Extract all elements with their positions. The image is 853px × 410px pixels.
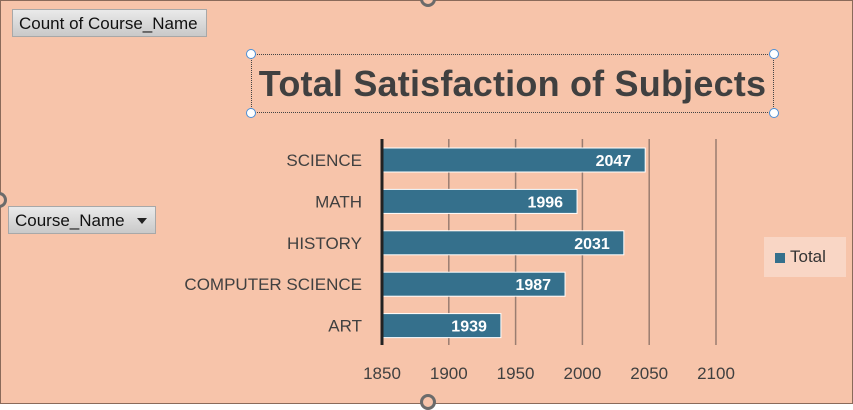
legend-swatch-total xyxy=(775,253,785,263)
axis-field-filter-button[interactable]: Course_Name xyxy=(8,206,156,234)
bar[interactable] xyxy=(381,230,625,256)
legend[interactable]: Total xyxy=(764,237,846,277)
x-tick-label: 2050 xyxy=(630,364,668,383)
title-resize-handle-top-right[interactable] xyxy=(769,49,779,59)
x-tick-label: 2100 xyxy=(697,364,735,383)
category-label: ART xyxy=(328,317,362,336)
data-label: 1939 xyxy=(451,319,487,336)
data-label: 2031 xyxy=(574,236,610,253)
chart-title-box[interactable]: Total Satisfaction of Subjects xyxy=(251,54,774,113)
x-tick-label: 1950 xyxy=(497,364,535,383)
axis-field-label: Course_Name xyxy=(15,211,125,230)
title-resize-handle-bottom-right[interactable] xyxy=(769,108,779,118)
data-label: 1987 xyxy=(515,277,551,294)
bar[interactable] xyxy=(381,188,578,214)
bar[interactable] xyxy=(381,313,502,339)
value-field-button[interactable]: Count of Course_Name xyxy=(12,9,207,37)
title-resize-handle-bottom-left[interactable] xyxy=(246,108,256,118)
bar[interactable] xyxy=(381,147,646,173)
x-tick-label: 1850 xyxy=(363,364,401,383)
data-label: 1996 xyxy=(527,194,563,211)
legend-label-total: Total xyxy=(790,247,826,266)
chart-resize-handle-left[interactable] xyxy=(0,192,7,208)
category-label: HISTORY xyxy=(287,234,362,253)
category-label: SCIENCE xyxy=(286,151,362,170)
value-field-label: Count of Course_Name xyxy=(19,14,198,33)
x-tick-label: 1900 xyxy=(430,364,468,383)
category-label: COMPUTER SCIENCE xyxy=(184,275,362,294)
chart-title: Total Satisfaction of Subjects xyxy=(258,63,767,104)
x-tick-label: 2000 xyxy=(563,364,601,383)
chart-resize-handle-bottom[interactable] xyxy=(420,394,436,410)
data-label: 2047 xyxy=(596,153,632,170)
chart-resize-handle-top[interactable] xyxy=(420,0,436,7)
dropdown-arrow-icon xyxy=(136,218,147,224)
title-resize-handle-top-left[interactable] xyxy=(246,49,256,59)
category-label: MATH xyxy=(315,192,362,211)
